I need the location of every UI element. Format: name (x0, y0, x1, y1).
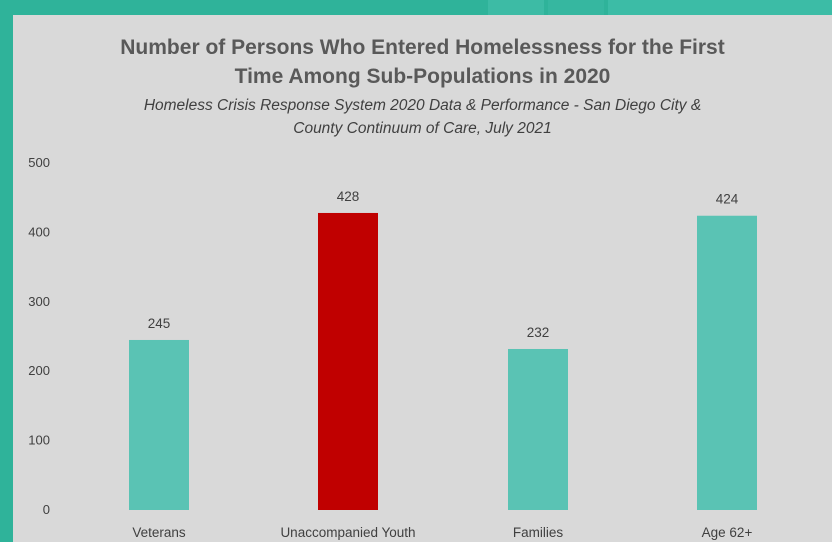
y-tick-label: 0 (43, 502, 50, 517)
bar-families (508, 348, 568, 510)
strip-segment (608, 0, 832, 15)
y-tick-label: 300 (28, 294, 50, 309)
y-tick-label: 500 (28, 155, 50, 170)
chart-subtitle: Homeless Crisis Response System 2020 Dat… (13, 94, 832, 140)
bar-age-62 (697, 215, 757, 510)
y-tick-label: 400 (28, 224, 50, 239)
x-category-label: Age 62+ (702, 525, 753, 540)
chart-title: Number of Persons Who Entered Homelessne… (13, 33, 832, 91)
strip-segment (488, 0, 544, 15)
bar-veterans (129, 339, 189, 510)
data-label: 245 (148, 316, 171, 331)
strip-segment (548, 0, 604, 15)
data-label: 232 (527, 325, 550, 340)
bar-unaccompanied-youth (318, 212, 378, 510)
bar-chart: 0 100 200 300 400 500 245 Veterans 428 Unaccompan… (28, 155, 757, 540)
chart-subtitle-line-2: County Continuum of Care, July 2021 (293, 120, 552, 137)
x-category-label: Families (513, 525, 564, 540)
x-category-label: Unaccompanied Youth (280, 525, 415, 540)
data-label: 428 (337, 189, 360, 204)
data-label: 424 (716, 192, 739, 207)
chart-title-line-1: Number of Persons Who Entered Homelessne… (120, 36, 725, 59)
chart-title-line-2: Time Among Sub-Populations in 2020 (234, 65, 611, 88)
chart-subtitle-line-1: Homeless Crisis Response System 2020 Dat… (143, 97, 702, 114)
y-tick-label: 200 (28, 363, 50, 378)
top-decorative-strip (0, 0, 832, 15)
chart-panel: Number of Persons Who Entered Homelessne… (13, 15, 832, 542)
x-category-label: Veterans (132, 525, 186, 540)
y-tick-label: 100 (28, 433, 50, 448)
